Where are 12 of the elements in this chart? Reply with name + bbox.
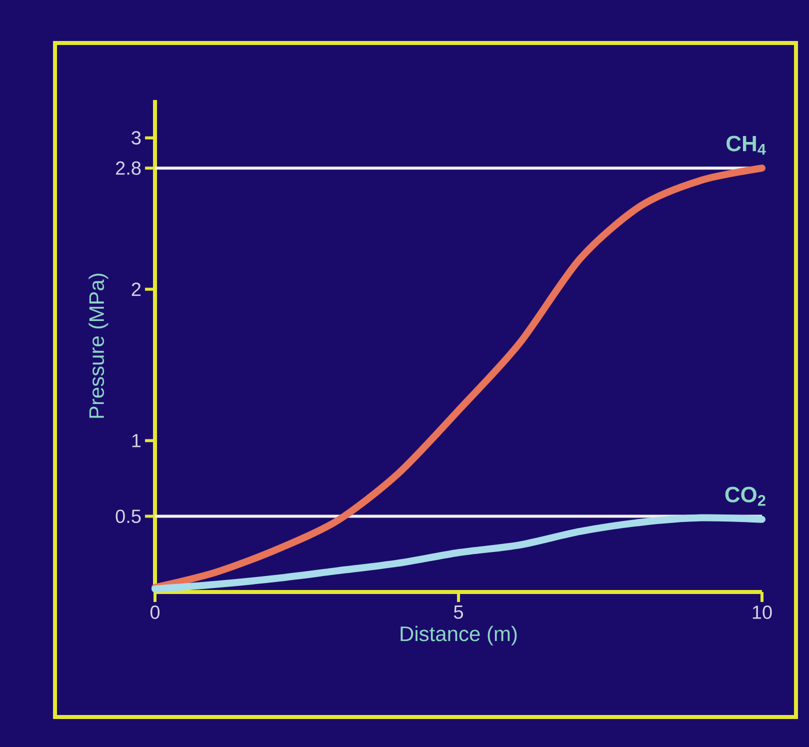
y-tick-label: 3	[132, 131, 141, 145]
y-tick-label: 2	[132, 282, 141, 296]
x-tick-label: 10	[752, 606, 772, 619]
y-tick-label: 2.8	[116, 161, 141, 175]
series-label: CH$_{4}$	[726, 136, 766, 155]
x-axis-title: Distance (m)	[400, 626, 517, 646]
y-tick-label: 1	[132, 434, 141, 448]
series-label: CO$_{2}$	[725, 486, 766, 506]
x-tick-label: 0	[150, 606, 160, 619]
x-tick-label: 5	[454, 606, 463, 619]
y-axis-title: Pressure (MPa)	[88, 274, 108, 418]
y-tick-label: 0.5	[116, 510, 141, 524]
